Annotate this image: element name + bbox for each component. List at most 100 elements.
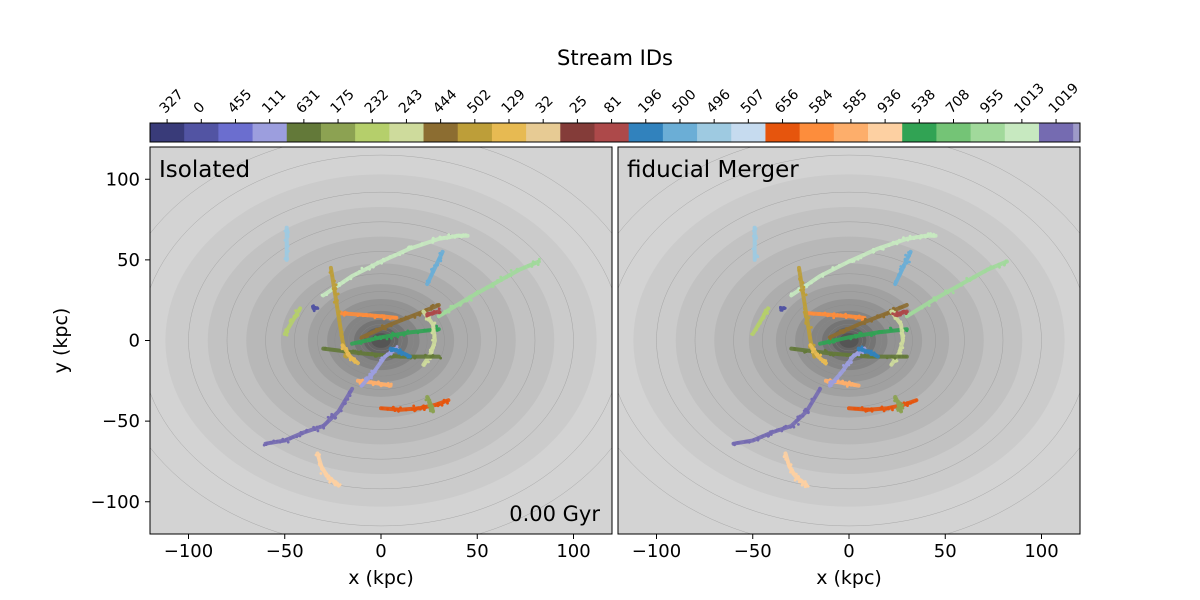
contour-line [188, 191, 574, 490]
stream-particle [325, 293, 329, 296]
stream-particle [879, 407, 882, 410]
colorbar: 327 0 455 111 631 175 232 243 444 502 129 32 25 81 196… [149, 80, 1082, 143]
stream-particle [806, 484, 810, 488]
colorbar-label-585: 585 [840, 87, 870, 117]
stream-particle [799, 288, 802, 292]
stream-936 [782, 451, 810, 489]
stream-particle [387, 385, 391, 388]
stream-particle [734, 441, 737, 445]
stream-particle [425, 307, 429, 311]
stream-particle [370, 313, 374, 317]
x-tick-label: −100 [632, 541, 681, 562]
stream-particle [380, 356, 384, 360]
stream-particle [345, 347, 348, 350]
stream-particle [899, 409, 902, 413]
stream-particle [400, 352, 403, 355]
x-tick-label: 100 [1024, 541, 1058, 562]
stream-particle [317, 457, 321, 460]
stream-particle [286, 257, 289, 261]
stream-particle [862, 253, 866, 257]
stream-particle [333, 279, 336, 283]
stream-particle [466, 298, 470, 301]
stream-particle [891, 408, 894, 412]
stream-particle [470, 298, 473, 302]
stream-particle [906, 402, 909, 406]
stream-particle [882, 315, 886, 319]
stream-particle [897, 313, 901, 317]
colorbar-label-175: 175 [328, 87, 358, 117]
stream-particle [448, 236, 452, 240]
stream-particle [841, 382, 845, 385]
stream-particle [431, 312, 435, 316]
stream-particle [882, 409, 886, 413]
stream-particle [955, 285, 959, 289]
stream-particle [430, 346, 433, 350]
stream-particle [904, 312, 908, 315]
stream-particle [337, 314, 341, 317]
stream-particle [815, 353, 818, 357]
stream-particle [269, 440, 272, 444]
stream-particle [418, 313, 422, 317]
stream-particle [972, 275, 975, 279]
stream-particle [789, 463, 793, 466]
stream-particle [374, 327, 378, 331]
stream-particle [870, 352, 874, 356]
stream-particle [891, 312, 894, 316]
stream-particle [426, 328, 430, 332]
stream-particle [828, 383, 831, 387]
colorbar-frame [149, 122, 1081, 143]
stream-particle [341, 345, 344, 348]
stream-particle [849, 356, 852, 360]
stream-particle [287, 249, 290, 253]
stream-particle [445, 399, 449, 403]
stream-particle [927, 304, 931, 307]
colorbar-swatch-111 [252, 123, 288, 142]
stream-particle [339, 326, 342, 330]
stream-particle [754, 242, 757, 245]
stream-particle [823, 341, 827, 345]
stream-particle [334, 482, 337, 485]
stream-particle [441, 312, 444, 316]
stream-particle [830, 334, 833, 338]
stream-1019 [731, 386, 823, 447]
stream-particle [761, 434, 764, 438]
stream-particle [499, 275, 503, 279]
stream-particle [884, 407, 888, 411]
stream-particle [885, 356, 889, 360]
stream-particle [357, 270, 361, 273]
stream-particle [752, 438, 755, 442]
stream-particle [844, 381, 848, 385]
stream-232 [750, 306, 771, 336]
stream-particle [390, 355, 394, 359]
stream-particle [458, 304, 462, 307]
stream-particle [804, 482, 808, 486]
stream-particle [824, 359, 828, 363]
stream-particle [537, 259, 540, 263]
stream-particle [447, 233, 451, 237]
stream-particle [385, 383, 389, 387]
stream-particle [333, 292, 337, 296]
stream-particle [915, 235, 918, 239]
colorbar-swatch-196 [628, 123, 664, 142]
stream-particle [293, 315, 297, 318]
contour-line [694, 221, 1004, 460]
stream-particle [850, 336, 853, 340]
stream-particle [382, 257, 385, 261]
colorbar-swatch-455 [218, 123, 254, 142]
stream-particle [426, 311, 430, 315]
stream-particle [839, 313, 842, 316]
stream-particle [747, 440, 751, 444]
stream-particle [383, 383, 387, 386]
stream-particle [908, 260, 911, 264]
colorbar-label-538: 538 [909, 87, 939, 117]
colorbar-swatch-232 [355, 123, 390, 142]
stream-particle [850, 360, 853, 364]
stream-particle [798, 480, 801, 484]
stream-particle [317, 459, 321, 462]
stream-particle [424, 406, 428, 409]
stream-particle [789, 292, 793, 296]
stream-particle [361, 314, 365, 318]
stream-particle [341, 339, 345, 343]
stream-particle [323, 347, 327, 351]
stream-particle [912, 237, 916, 241]
